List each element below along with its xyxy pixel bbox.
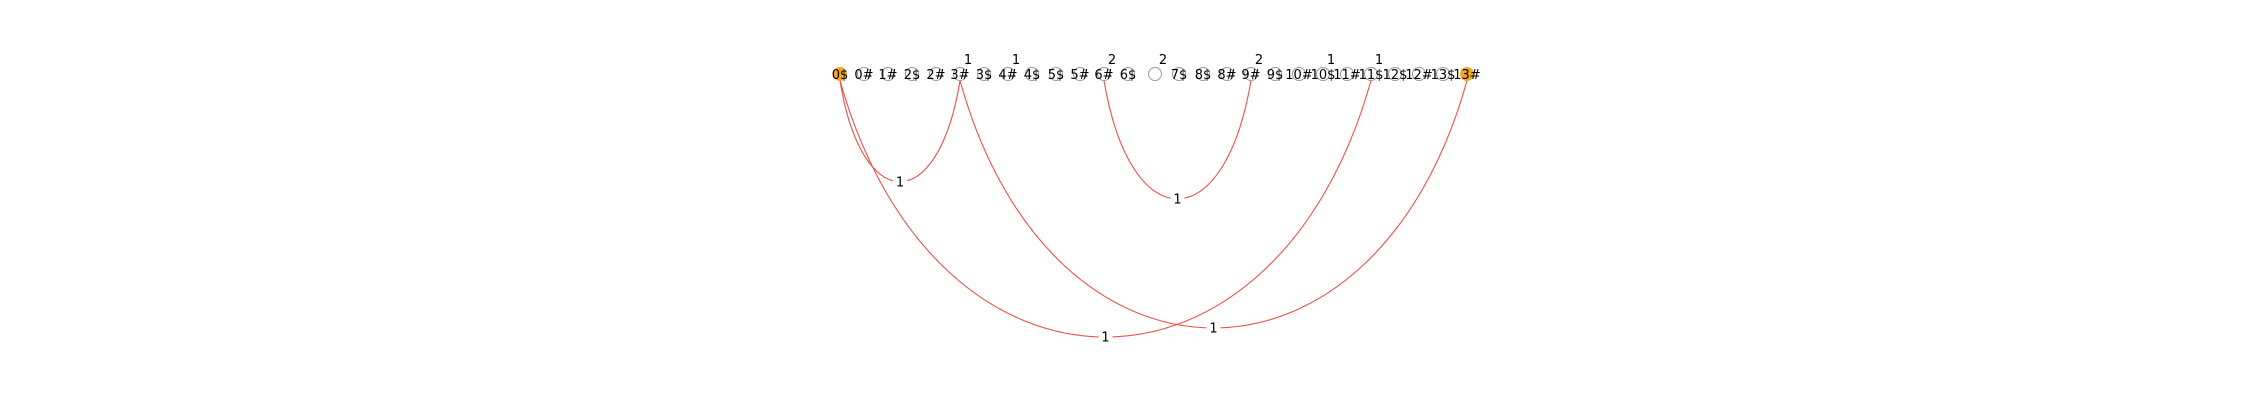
- node-label: 2$: [904, 68, 921, 83]
- node-n2: [881, 67, 895, 81]
- node-n10: [1073, 67, 1087, 81]
- arc-weight-label: 1: [1101, 331, 1109, 346]
- arc-weight-label: 1: [1173, 193, 1181, 208]
- node-count-label: 2: [1108, 53, 1116, 68]
- node-label: 13#: [1453, 68, 1480, 83]
- node-label: 7$: [1171, 68, 1188, 83]
- endpoint-node-n0: [833, 67, 847, 81]
- node-n4: [929, 67, 943, 81]
- arc-edge-n0-n22: [839, 80, 1372, 338]
- node-label: 6$: [1120, 68, 1137, 83]
- arc-label-bg: [1098, 329, 1113, 344]
- node-n25: [1436, 67, 1450, 81]
- node-count-label: 1: [1375, 53, 1383, 68]
- node-n3: [905, 67, 919, 81]
- arc-weight-label: 1: [896, 175, 904, 190]
- node-label: 6#: [1094, 68, 1113, 83]
- arc-label-bg: [1170, 191, 1185, 206]
- node-n11: [1097, 67, 1111, 81]
- node-count-label: 1: [964, 53, 972, 68]
- arc-edge-n5-n26: [959, 80, 1468, 329]
- node-n21: [1340, 67, 1354, 81]
- node-label: 11#: [1333, 68, 1360, 83]
- arc-weight-label: 1: [1209, 322, 1217, 337]
- node-n14: [1172, 67, 1186, 81]
- node-label: 10#: [1285, 68, 1312, 83]
- node-n8: [1025, 67, 1039, 81]
- node-label: 12$: [1383, 68, 1408, 83]
- node-label: 8#: [1217, 68, 1236, 83]
- node-label: 3$: [976, 68, 993, 83]
- node-label: 4$: [1024, 68, 1041, 83]
- node-count-label: 2: [1159, 53, 1167, 68]
- node-label: 11$: [1359, 68, 1384, 83]
- node-n17: [1244, 67, 1258, 81]
- node-count-label: 2: [1255, 53, 1263, 68]
- node-label: 8$: [1195, 68, 1212, 83]
- node-label: 0$: [832, 68, 849, 83]
- node-n16: [1220, 67, 1234, 81]
- node-n9: [1049, 67, 1063, 81]
- node-n1: [857, 67, 871, 81]
- node-label: 4#: [998, 68, 1017, 83]
- arc-edge-n11-n17: [1103, 80, 1252, 200]
- node-label: 9$: [1267, 68, 1284, 83]
- node-n15: [1196, 67, 1210, 81]
- node-label: 5#: [1070, 68, 1089, 83]
- node-label: 5$: [1048, 68, 1065, 83]
- endpoint-node-n26: [1460, 67, 1474, 81]
- node-n20: [1316, 67, 1330, 81]
- node-n19: [1292, 67, 1306, 81]
- node-label: 10$: [1311, 68, 1336, 83]
- arc-label-bg: [893, 173, 907, 189]
- node-label: 13$: [1431, 68, 1456, 83]
- arc-label-bg: [1206, 320, 1221, 335]
- node-label: 0#: [854, 68, 873, 83]
- node-n6: [977, 67, 991, 81]
- node-n13: [1148, 67, 1162, 81]
- node-n12: [1121, 67, 1135, 81]
- node-n18: [1268, 67, 1282, 81]
- node-label: 1#: [878, 68, 897, 83]
- arc-edge-n0-n5: [839, 80, 961, 183]
- node-n22: [1364, 67, 1378, 81]
- node-label: 12#: [1405, 68, 1432, 83]
- node-n5: [953, 67, 967, 81]
- node-label: 9#: [1241, 68, 1260, 83]
- node-label: 2#: [926, 68, 945, 83]
- node-n23: [1388, 67, 1402, 81]
- node-n24: [1412, 67, 1426, 81]
- arc-edges: [839, 80, 1468, 338]
- node-n7: [1001, 67, 1015, 81]
- node-count-label: 1: [1327, 53, 1335, 68]
- node-count-label: 1: [1012, 53, 1020, 68]
- node-label: 3#: [950, 68, 969, 83]
- diagram-nodes: [833, 67, 1474, 81]
